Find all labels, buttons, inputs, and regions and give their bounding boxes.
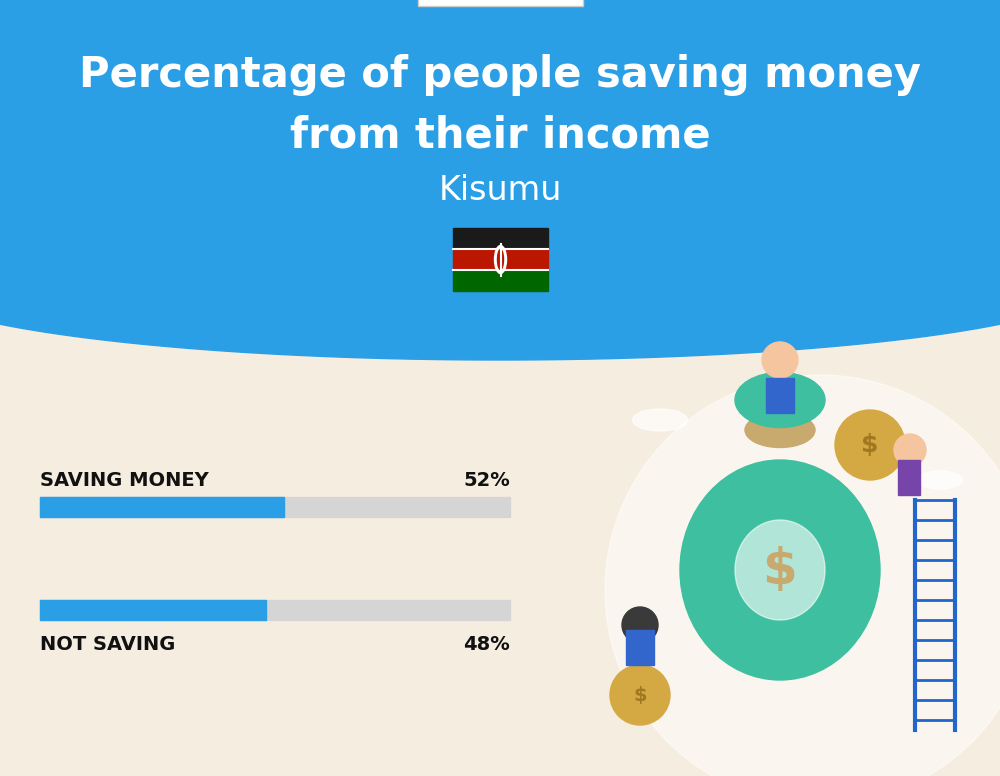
Bar bbox=[40, 497, 284, 517]
Text: NOT SAVING: NOT SAVING bbox=[40, 636, 175, 654]
FancyBboxPatch shape bbox=[418, 0, 582, 6]
Bar bbox=[898, 460, 920, 495]
Bar bbox=[766, 378, 794, 413]
Ellipse shape bbox=[735, 372, 825, 428]
Ellipse shape bbox=[918, 471, 962, 489]
Bar bbox=[40, 497, 510, 517]
Text: $: $ bbox=[861, 433, 879, 457]
Polygon shape bbox=[0, 0, 1000, 360]
Bar bbox=[626, 630, 654, 665]
Ellipse shape bbox=[494, 245, 507, 273]
Text: Kisumu: Kisumu bbox=[438, 174, 562, 206]
Ellipse shape bbox=[605, 375, 1000, 776]
Text: from their income: from their income bbox=[290, 114, 710, 156]
Bar bbox=[453, 228, 548, 249]
Ellipse shape bbox=[498, 250, 504, 269]
Text: Percentage of people saving money: Percentage of people saving money bbox=[79, 54, 921, 96]
Text: 48%: 48% bbox=[463, 636, 510, 654]
Ellipse shape bbox=[633, 409, 688, 431]
Text: $: $ bbox=[763, 546, 797, 594]
Ellipse shape bbox=[735, 520, 825, 620]
Bar bbox=[40, 600, 510, 620]
Ellipse shape bbox=[680, 460, 880, 680]
Bar bbox=[453, 249, 548, 270]
Circle shape bbox=[610, 665, 670, 725]
Ellipse shape bbox=[745, 413, 815, 448]
Circle shape bbox=[622, 607, 658, 643]
Circle shape bbox=[762, 342, 798, 378]
Text: SAVING MONEY: SAVING MONEY bbox=[40, 470, 209, 490]
Bar bbox=[40, 600, 266, 620]
Text: 52%: 52% bbox=[463, 470, 510, 490]
Text: $: $ bbox=[633, 685, 647, 705]
Bar bbox=[453, 270, 548, 291]
Circle shape bbox=[894, 434, 926, 466]
Circle shape bbox=[835, 410, 905, 480]
